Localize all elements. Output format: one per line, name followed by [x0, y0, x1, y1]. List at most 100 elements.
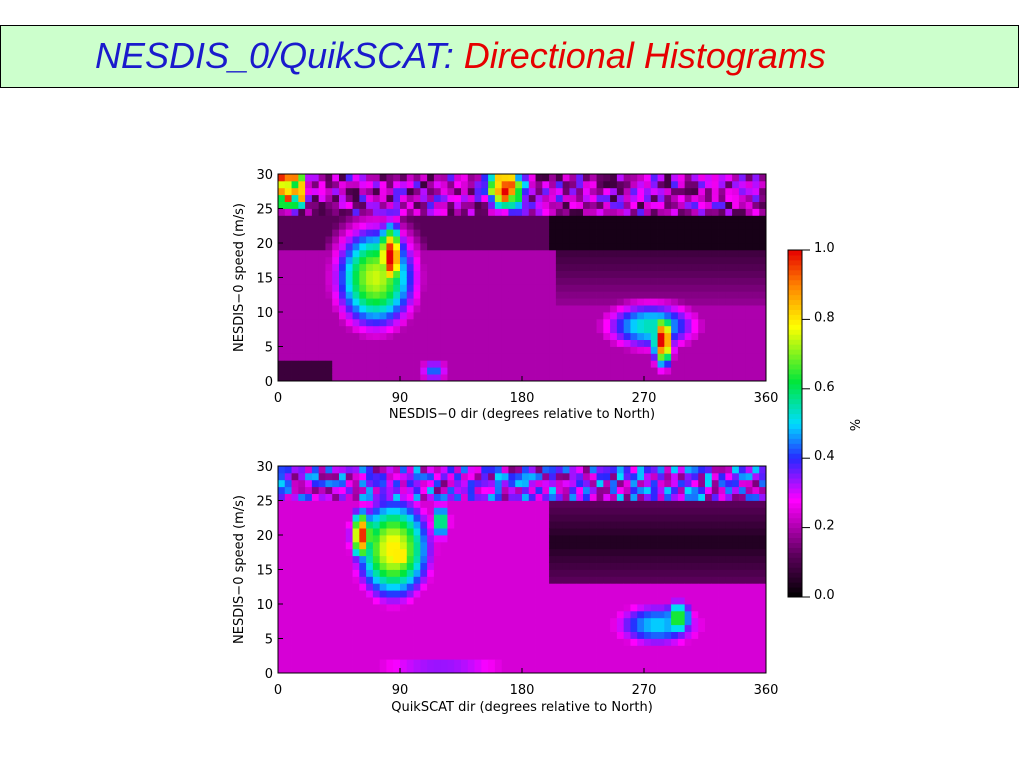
heatmap-cell	[637, 479, 645, 488]
heatmap-cell	[386, 500, 394, 508]
heatmap-cell	[427, 367, 435, 375]
heatmap-cell	[637, 180, 645, 189]
heatmap-cell	[372, 305, 381, 313]
heatmap-cell	[406, 493, 414, 501]
colorbar-segment	[788, 458, 802, 464]
heatmap-cell	[366, 360, 374, 368]
heatmap-cell	[508, 631, 516, 639]
heatmap-cell	[284, 500, 292, 508]
heatmap-cell	[461, 367, 469, 375]
heatmap-cell	[738, 284, 747, 292]
heatmap-cell	[318, 528, 326, 536]
heatmap-cell	[745, 597, 753, 605]
heatmap-cell	[583, 535, 591, 543]
heatmap-cell	[664, 666, 672, 674]
heatmap-cell	[698, 339, 706, 347]
heatmap-cell	[420, 215, 428, 223]
heatmap-cell	[616, 236, 625, 244]
heatmap-cell	[691, 208, 699, 216]
heatmap-cell	[684, 514, 692, 522]
heatmap-cell	[359, 590, 367, 598]
heatmap-cell	[318, 624, 326, 632]
heatmap-cell	[291, 472, 299, 481]
heatmap-cell	[738, 256, 747, 265]
heatmap-cell	[528, 360, 536, 368]
heatmap-cell	[549, 604, 557, 612]
heatmap-cell	[345, 339, 353, 347]
heatmap-cell	[528, 249, 536, 258]
heatmap-cell	[589, 256, 597, 265]
heatmap-cell	[325, 472, 333, 481]
heatmap-cell	[542, 604, 550, 612]
heatmap-cell	[447, 666, 455, 674]
heatmap-cell	[569, 624, 577, 632]
heatmap-cell	[691, 339, 699, 347]
heatmap-cell	[745, 541, 753, 550]
heatmap-cell	[522, 472, 530, 481]
heatmap-cell	[481, 645, 489, 653]
heatmap-cell	[508, 466, 516, 474]
heatmap-cell	[569, 367, 577, 375]
heatmap-cell	[325, 236, 333, 244]
heatmap-cell	[583, 631, 591, 639]
heatmap-cell	[555, 305, 564, 313]
heatmap-cell	[352, 174, 360, 182]
heatmap-cell	[501, 645, 509, 653]
heatmap-cell	[298, 576, 306, 584]
heatmap-cell	[488, 638, 496, 646]
heatmap-cell	[305, 590, 313, 598]
heatmap-cell	[752, 479, 760, 488]
heatmap-cell	[311, 229, 320, 237]
heatmap-cell	[542, 194, 550, 202]
heatmap-cell	[311, 243, 320, 251]
heatmap-cell	[427, 263, 435, 271]
heatmap-cell	[616, 256, 625, 265]
heatmap-cell	[467, 263, 475, 271]
heatmap-cell	[644, 325, 652, 334]
heatmap-cell	[657, 528, 665, 536]
heatmap-cell	[461, 466, 469, 474]
heatmap-cell	[427, 576, 435, 584]
heatmap-cell	[393, 590, 401, 598]
heatmap-cell	[677, 514, 686, 522]
heatmap-cell	[569, 521, 577, 529]
heatmap-cell	[610, 194, 618, 202]
heatmap-cell	[596, 583, 604, 591]
heatmap-cell	[623, 466, 631, 474]
heatmap-cell	[637, 367, 645, 375]
heatmap-cell	[644, 645, 652, 653]
heatmap-cell	[644, 521, 652, 529]
heatmap-cell	[664, 229, 672, 237]
heatmap-cell	[278, 521, 286, 529]
heatmap-cell	[562, 339, 570, 347]
heatmap-cell	[420, 222, 428, 230]
heatmap-cell	[583, 666, 591, 674]
heatmap-cell	[352, 500, 360, 508]
heatmap-cell	[372, 249, 381, 258]
heatmap-cell	[332, 617, 340, 626]
heatmap-cell	[372, 569, 381, 577]
heatmap-cell	[752, 555, 760, 563]
heatmap-cell	[467, 548, 475, 557]
heatmap-cell	[732, 249, 740, 258]
heatmap-cell	[372, 277, 381, 285]
heatmap-cell	[637, 528, 645, 536]
heatmap-cell	[440, 638, 448, 646]
heatmap-cell	[467, 346, 475, 354]
heatmap-cell	[488, 659, 496, 667]
heatmap-cell	[433, 583, 442, 591]
heatmap-cell	[352, 645, 360, 653]
heatmap-cell	[528, 466, 536, 474]
heatmap-cell	[576, 208, 584, 216]
heatmap-cell	[644, 229, 652, 237]
heatmap-cell	[318, 617, 326, 626]
heatmap-cell	[535, 486, 543, 494]
heatmap-cell	[759, 236, 767, 244]
heatmap-cell	[684, 243, 692, 251]
heatmap-cell	[718, 569, 726, 577]
heatmap-cell	[379, 666, 387, 674]
heatmap-cell	[562, 325, 570, 334]
heatmap-cell	[467, 215, 475, 223]
heatmap-cell	[366, 208, 374, 216]
heatmap-cell	[494, 174, 503, 182]
